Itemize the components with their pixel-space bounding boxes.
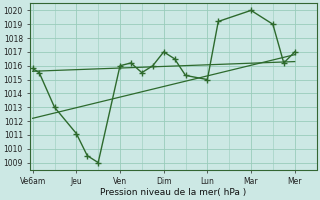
- X-axis label: Pression niveau de la mer( hPa ): Pression niveau de la mer( hPa ): [100, 188, 247, 197]
